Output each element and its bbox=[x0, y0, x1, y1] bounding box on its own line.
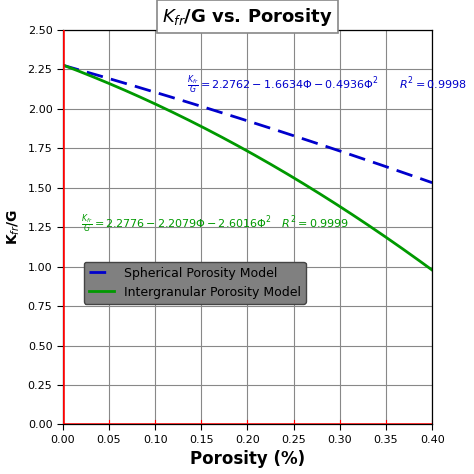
Text: $\frac{K_{fr}}{G}$$= 2.2762 - 1.6634\Phi - 0.4936\Phi^2$      $R^2 = 0.9998$: $\frac{K_{fr}}{G}$$= 2.2762 - 1.6634\Phi… bbox=[187, 74, 467, 97]
Y-axis label: K$_{fr}$/G: K$_{fr}$/G bbox=[6, 209, 22, 245]
X-axis label: Porosity (%): Porosity (%) bbox=[190, 450, 305, 468]
Text: $\frac{K_{fr}}{G}$$= 2.2776 - 2.2079\Phi - 2.6016\Phi^2$   $R^2 = 0.9999$: $\frac{K_{fr}}{G}$$= 2.2776 - 2.2079\Phi… bbox=[81, 213, 349, 236]
Legend: Spherical Porosity Model, Intergranular Porosity Model: Spherical Porosity Model, Intergranular … bbox=[84, 262, 306, 304]
Title: $K_{fr}$/G vs. Porosity: $K_{fr}$/G vs. Porosity bbox=[162, 6, 333, 27]
